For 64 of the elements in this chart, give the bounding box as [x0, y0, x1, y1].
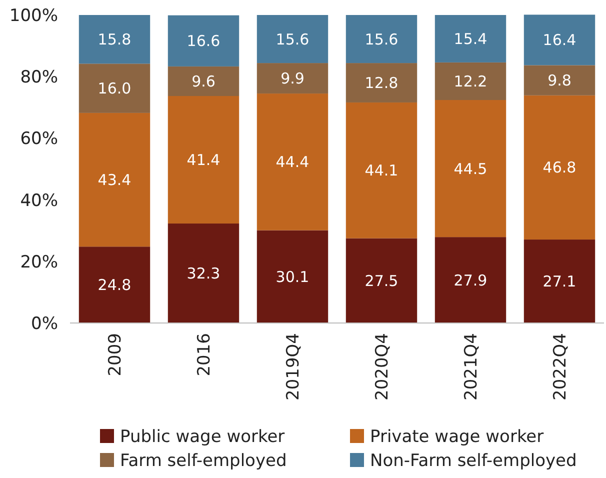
bar [78, 64, 150, 113]
bar [524, 240, 596, 323]
legend-label: Private wage worker [370, 426, 544, 447]
x-tick-label: 2019Q4 [283, 333, 304, 400]
bar [524, 95, 596, 240]
data-label: 44.1 [364, 162, 398, 180]
legend-label: Farm self-employed [120, 450, 287, 471]
data-label: 44.5 [454, 160, 488, 178]
bar [434, 237, 506, 323]
bar [346, 63, 418, 102]
data-label: 9.8 [548, 72, 572, 90]
y-tick-label: 20% [20, 252, 58, 272]
data-label: 24.8 [98, 276, 132, 294]
data-label: 9.9 [280, 70, 304, 88]
y-tick-label: 80% [20, 68, 58, 88]
data-label: 27.5 [364, 272, 398, 290]
legend-label: Public wage worker [120, 426, 285, 447]
bar [256, 63, 328, 94]
data-label: 16.6 [186, 32, 220, 50]
bar [346, 238, 418, 323]
legend-label: Non-Farm self-employed [370, 450, 577, 471]
bar [524, 65, 596, 96]
y-tick-label: 0% [31, 314, 58, 334]
bar [524, 14, 596, 66]
data-label: 32.3 [186, 264, 220, 283]
bar [78, 112, 150, 247]
bar [168, 66, 240, 96]
bar [346, 102, 418, 238]
data-label: 16.4 [542, 31, 576, 50]
bar [168, 96, 240, 224]
y-tick-label: 40% [20, 190, 58, 211]
data-label: 43.4 [98, 171, 132, 190]
bar [256, 94, 328, 230]
bar [168, 15, 240, 66]
data-label: 27.1 [542, 272, 576, 291]
x-tick-label: 2020Q4 [372, 333, 392, 400]
bar [346, 15, 418, 64]
bar [78, 246, 150, 323]
x-tick-label: 2009 [105, 333, 126, 376]
x-tick-label: 2021Q4 [461, 333, 482, 400]
y-tick-label: 60% [20, 129, 58, 150]
data-label: 46.8 [542, 158, 576, 177]
x-tick-label: 2022Q4 [550, 333, 570, 400]
data-label: 27.9 [454, 271, 488, 290]
data-label: 41.4 [186, 151, 220, 170]
y-tick-label: 100% [9, 6, 58, 26]
data-label: 15.4 [454, 30, 488, 48]
bar [78, 15, 150, 64]
data-label: 15.6 [364, 30, 398, 48]
data-label: 30.1 [276, 268, 310, 286]
data-label: 15.8 [98, 30, 132, 49]
data-label: 12.8 [364, 74, 398, 92]
data-label: 12.2 [454, 72, 488, 90]
data-label: 9.6 [192, 72, 216, 90]
bar [256, 15, 328, 64]
bar [434, 100, 506, 238]
bar [256, 230, 328, 323]
bar [168, 224, 240, 323]
data-label: 44.4 [276, 153, 310, 172]
data-label: 15.6 [276, 30, 310, 48]
x-tick-label: 2016 [194, 333, 214, 376]
bar [434, 15, 506, 62]
bar [434, 62, 506, 100]
data-label: 16.0 [98, 80, 132, 98]
